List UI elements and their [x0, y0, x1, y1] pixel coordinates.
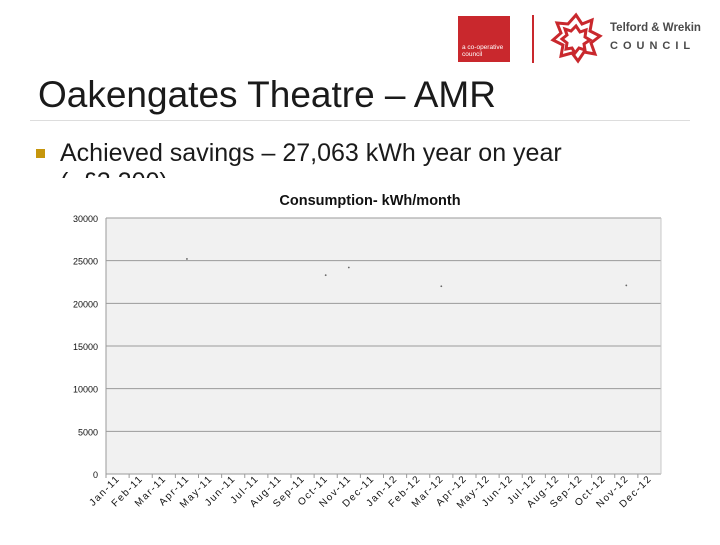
title-divider: [30, 120, 690, 121]
chart-title: Consumption- kWh/month: [279, 193, 460, 209]
y-tick-label: 20000: [73, 299, 98, 309]
cooperative-council-logo-text: a co-operative council: [462, 44, 504, 58]
data-point-Nov-11: [347, 266, 350, 269]
gridlines: [105, 217, 662, 478]
bullet-square-icon: [36, 149, 45, 158]
y-tick-label: 30000: [73, 214, 98, 224]
y-tick-label: 10000: [73, 385, 98, 395]
y-tick-label: 15000: [73, 342, 98, 352]
cooperative-council-logo: a co-operative council: [458, 16, 510, 62]
y-tick-label: 5000: [78, 427, 98, 437]
slide-title: Oakengates Theatre – AMR: [38, 74, 496, 115]
y-axis-tick-labels: 0 5000 10000 15000 20000 25000 30000: [73, 214, 98, 480]
x-axis-tick-labels: Jan-11Feb-11Mar-11Apr-11May-11Jun-11Jul-…: [87, 473, 654, 511]
y-tick-label: 0: [93, 470, 98, 480]
chart-area: 0 5000 10000 15000 20000 25000 30000 Jan-11 Feb…: [0, 178, 720, 540]
data-points: [186, 258, 628, 288]
council-name-line2: COUNCIL: [610, 40, 696, 52]
data-point-Apr-11: [186, 258, 188, 260]
logo-divider: [532, 15, 534, 63]
consumption-chart: 0 5000 10000 15000 20000 25000 30000 Jan-11Feb…: [73, 193, 662, 511]
council-name-line1: Telford & Wrekin: [610, 22, 701, 34]
telford-wrekin-emblem-icon: [550, 12, 603, 64]
y-tick-label: 25000: [73, 257, 98, 267]
data-point-Oct-11: [324, 274, 327, 277]
data-point-Nov-12: [625, 284, 628, 287]
data-point-Mar-12: [440, 285, 443, 288]
